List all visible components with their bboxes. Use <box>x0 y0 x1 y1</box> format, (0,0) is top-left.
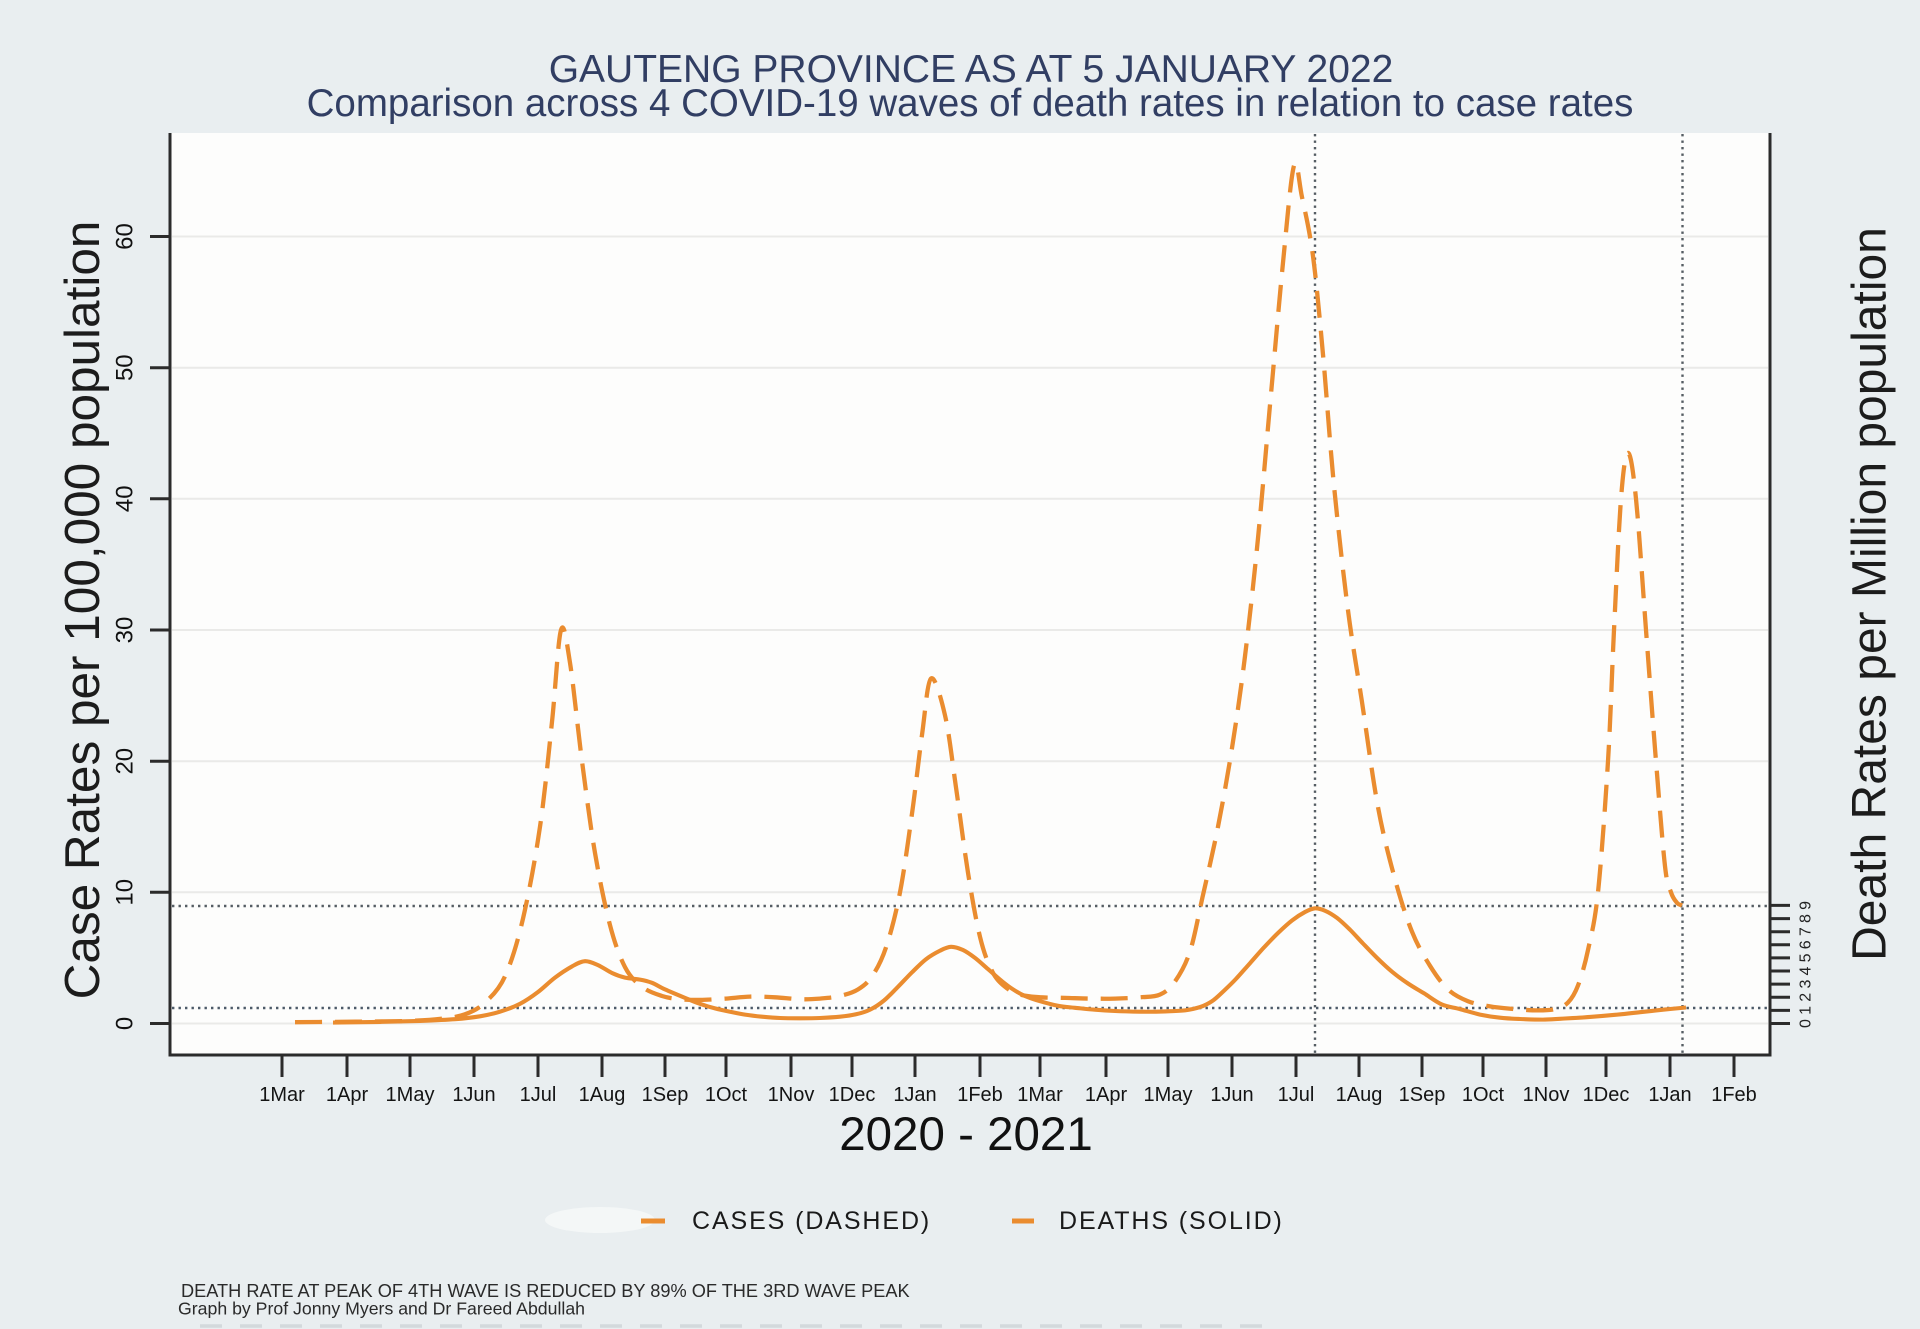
svg-text:5: 5 <box>1798 953 1815 962</box>
svg-text:7: 7 <box>1798 927 1815 936</box>
svg-text:50: 50 <box>112 354 139 381</box>
svg-text:1Dec: 1Dec <box>1583 1084 1630 1106</box>
svg-text:Graph by Prof Jonny Myers and: Graph by Prof Jonny Myers and Dr Fareed … <box>178 1299 585 1319</box>
svg-text:DEATH RATE AT PEAK OF 4TH WAVE: DEATH RATE AT PEAK OF 4TH WAVE IS REDUCE… <box>181 1281 910 1301</box>
svg-text:Case Rates per 100,000 populat: Case Rates per 100,000 population <box>55 221 110 1000</box>
svg-text:1Oct: 1Oct <box>705 1084 748 1106</box>
svg-text:40: 40 <box>112 485 139 512</box>
svg-text:0: 0 <box>1798 1019 1815 1028</box>
svg-text:4: 4 <box>1798 966 1815 975</box>
svg-text:DEATHS (SOLID): DEATHS (SOLID) <box>1059 1207 1284 1235</box>
svg-text:1Apr: 1Apr <box>1085 1084 1128 1106</box>
svg-text:1Nov: 1Nov <box>768 1084 815 1106</box>
svg-text:Comparison across 4 COVID-19 w: Comparison across 4 COVID-19 waves of de… <box>307 82 1634 125</box>
svg-text:GAUTENG PROVINCE AS AT 5 JANUA: GAUTENG PROVINCE AS AT 5 JANUARY 2022 <box>549 48 1394 91</box>
svg-text:0: 0 <box>112 1017 139 1030</box>
svg-text:1Nov: 1Nov <box>1523 1084 1570 1106</box>
svg-text:1Mar: 1Mar <box>259 1084 305 1106</box>
svg-text:8: 8 <box>1798 914 1815 923</box>
svg-text:1May: 1May <box>386 1084 435 1106</box>
svg-text:2: 2 <box>1798 993 1815 1002</box>
svg-text:2020 - 2021: 2020 - 2021 <box>839 1108 1093 1161</box>
svg-text:1Aug: 1Aug <box>579 1084 626 1106</box>
svg-text:1Jun: 1Jun <box>1210 1084 1253 1106</box>
svg-text:9: 9 <box>1798 901 1815 910</box>
svg-text:6: 6 <box>1798 940 1815 949</box>
svg-text:1Sep: 1Sep <box>642 1084 689 1106</box>
svg-text:1Mar: 1Mar <box>1017 1084 1063 1106</box>
svg-text:1Jan: 1Jan <box>1648 1084 1691 1106</box>
svg-text:60: 60 <box>112 223 139 250</box>
svg-text:30: 30 <box>112 617 139 644</box>
svg-text:1Jul: 1Jul <box>1278 1084 1315 1106</box>
svg-text:20: 20 <box>112 748 139 775</box>
svg-text:CASES (DASHED): CASES (DASHED) <box>692 1207 931 1235</box>
svg-text:1May: 1May <box>1144 1084 1193 1106</box>
svg-text:1Feb: 1Feb <box>957 1084 1003 1106</box>
svg-text:1Oct: 1Oct <box>1462 1084 1505 1106</box>
svg-text:10: 10 <box>112 879 139 906</box>
svg-text:1Sep: 1Sep <box>1399 1084 1446 1106</box>
svg-text:1Jul: 1Jul <box>520 1084 557 1106</box>
svg-text:3: 3 <box>1798 980 1815 989</box>
svg-text:1: 1 <box>1798 1006 1815 1015</box>
svg-text:1Feb: 1Feb <box>1711 1084 1757 1106</box>
svg-text:1Apr: 1Apr <box>326 1084 369 1106</box>
svg-text:1Dec: 1Dec <box>829 1084 876 1106</box>
svg-text:1Aug: 1Aug <box>1336 1084 1383 1106</box>
svg-text:1Jan: 1Jan <box>893 1084 936 1106</box>
svg-text:Death Rates per Million popula: Death Rates per Million population <box>1844 227 1897 961</box>
svg-text:1Jun: 1Jun <box>452 1084 495 1106</box>
